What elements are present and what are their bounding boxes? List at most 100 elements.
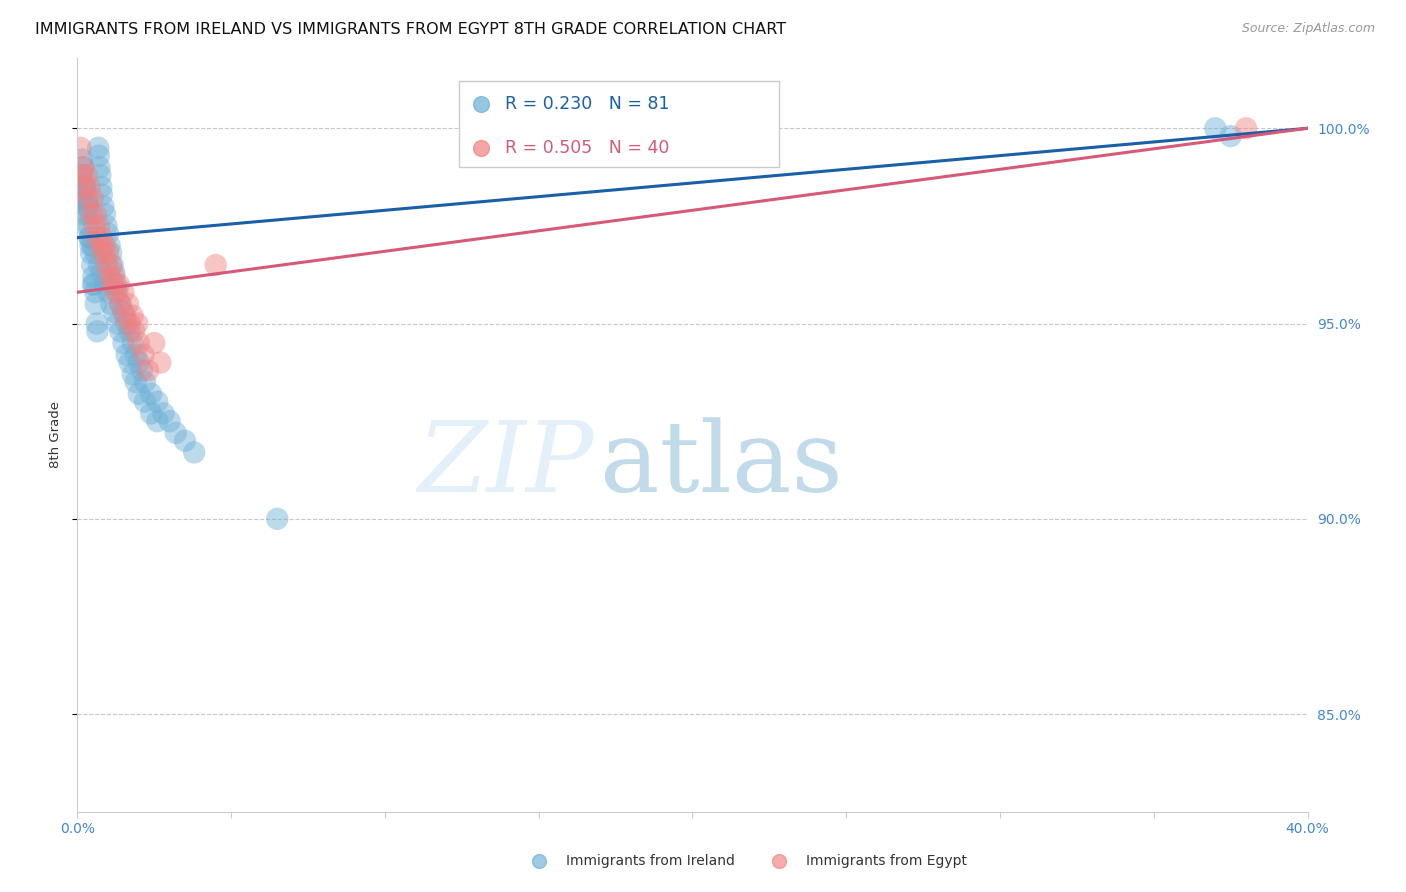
Point bbox=[87, 258, 110, 272]
Point bbox=[86, 317, 108, 331]
Point bbox=[149, 356, 172, 370]
Point bbox=[125, 375, 148, 389]
Point bbox=[69, 141, 91, 155]
Point bbox=[72, 207, 94, 221]
Point bbox=[266, 512, 288, 526]
Point bbox=[121, 309, 143, 323]
Point bbox=[79, 230, 101, 244]
Point bbox=[93, 246, 115, 260]
Point bbox=[82, 258, 104, 272]
Point bbox=[122, 324, 145, 338]
Point bbox=[89, 168, 111, 182]
Point bbox=[94, 207, 117, 221]
Point bbox=[118, 317, 141, 331]
Point bbox=[1234, 121, 1257, 136]
Point bbox=[93, 199, 115, 213]
Point bbox=[141, 406, 163, 420]
Point bbox=[159, 414, 181, 428]
Point bbox=[86, 324, 108, 338]
Point bbox=[70, 168, 93, 182]
Point bbox=[110, 297, 132, 311]
Point bbox=[97, 227, 120, 241]
Point bbox=[117, 297, 139, 311]
Point bbox=[89, 238, 111, 252]
Point bbox=[141, 387, 163, 401]
Point bbox=[82, 192, 104, 206]
Point bbox=[103, 305, 125, 319]
Point bbox=[121, 336, 143, 351]
Point bbox=[84, 207, 107, 221]
Point bbox=[76, 207, 98, 221]
Point bbox=[1204, 121, 1226, 136]
Point bbox=[101, 258, 124, 272]
Point bbox=[79, 179, 101, 194]
Point bbox=[73, 187, 96, 202]
Point bbox=[72, 161, 94, 175]
Point bbox=[84, 246, 107, 260]
Point bbox=[76, 168, 98, 182]
Point bbox=[82, 238, 104, 252]
Point bbox=[118, 356, 141, 370]
Point bbox=[82, 269, 104, 284]
Point bbox=[127, 317, 149, 331]
Point bbox=[90, 230, 114, 244]
Text: R = 0.505   N = 40: R = 0.505 N = 40 bbox=[506, 139, 669, 157]
Point bbox=[183, 445, 205, 459]
Point bbox=[131, 363, 153, 377]
Point bbox=[100, 246, 122, 260]
Point bbox=[87, 148, 110, 162]
Point bbox=[165, 425, 187, 440]
Point bbox=[143, 336, 166, 351]
Point bbox=[72, 161, 94, 175]
Point bbox=[103, 269, 125, 284]
Point bbox=[84, 297, 107, 311]
Point bbox=[97, 285, 120, 300]
Point bbox=[80, 207, 103, 221]
Point bbox=[79, 230, 101, 244]
Point bbox=[80, 246, 103, 260]
Text: IMMIGRANTS FROM IRELAND VS IMMIGRANTS FROM EGYPT 8TH GRADE CORRELATION CHART: IMMIGRANTS FROM IRELAND VS IMMIGRANTS FR… bbox=[35, 22, 786, 37]
Point bbox=[204, 258, 226, 272]
Point bbox=[104, 277, 127, 292]
Y-axis label: 8th Grade: 8th Grade bbox=[49, 401, 62, 468]
Point bbox=[174, 434, 197, 448]
Point bbox=[76, 199, 98, 213]
Point bbox=[125, 348, 148, 362]
Point bbox=[128, 387, 150, 401]
Point bbox=[115, 317, 138, 331]
Point bbox=[108, 277, 131, 292]
Point bbox=[86, 230, 108, 244]
Point bbox=[69, 192, 91, 206]
Point bbox=[128, 356, 150, 370]
Point bbox=[121, 368, 143, 382]
Point bbox=[104, 285, 127, 300]
Point bbox=[96, 219, 118, 233]
Point bbox=[90, 266, 114, 280]
Point bbox=[83, 219, 105, 233]
Point bbox=[84, 285, 107, 300]
Text: R = 0.230   N = 81: R = 0.230 N = 81 bbox=[506, 95, 669, 113]
Point bbox=[82, 277, 104, 292]
Point bbox=[73, 179, 96, 194]
Point bbox=[94, 277, 117, 292]
Point bbox=[128, 336, 150, 351]
Point bbox=[98, 269, 121, 284]
Text: Source: ZipAtlas.com: Source: ZipAtlas.com bbox=[1241, 22, 1375, 36]
Point bbox=[101, 277, 124, 292]
Point bbox=[79, 238, 101, 252]
Point bbox=[83, 277, 105, 292]
Point bbox=[100, 297, 122, 311]
Point bbox=[110, 297, 132, 311]
Point bbox=[1219, 129, 1241, 144]
Point bbox=[114, 309, 136, 323]
Point bbox=[134, 394, 156, 409]
Point bbox=[97, 246, 120, 260]
Point bbox=[115, 348, 138, 362]
Point bbox=[94, 238, 117, 252]
Point bbox=[72, 176, 94, 190]
Point bbox=[70, 153, 93, 167]
Point bbox=[96, 258, 118, 272]
Point bbox=[90, 179, 112, 194]
Point bbox=[103, 266, 125, 280]
Text: Immigrants from Ireland: Immigrants from Ireland bbox=[565, 854, 734, 868]
